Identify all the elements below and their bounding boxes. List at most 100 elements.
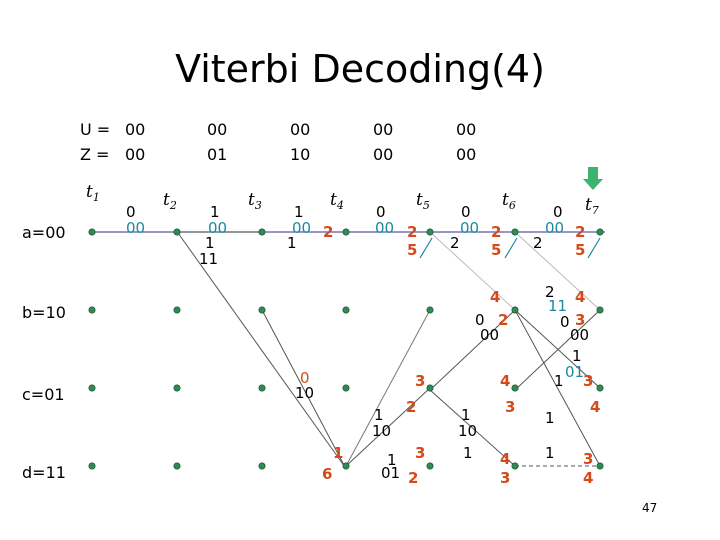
branch-line: [514, 309, 601, 389]
path-metric: 3: [583, 450, 593, 468]
z-value: 00: [373, 145, 393, 164]
branch-label: 10: [458, 422, 477, 440]
trellis-node: [342, 384, 350, 392]
branch-label: 11: [548, 297, 567, 315]
branch-line: [177, 232, 346, 468]
path-metric: 2: [498, 311, 508, 329]
trellis-node: [173, 462, 181, 470]
path-metric: 5: [575, 241, 585, 259]
trellis-node: [88, 462, 96, 470]
trellis-node: [426, 384, 434, 392]
time-label-t2: t2: [163, 190, 177, 212]
path-metric: 3: [505, 398, 515, 416]
page-number: 47: [642, 501, 657, 515]
branch-label: 1: [287, 234, 297, 252]
branch-label: 01: [381, 464, 400, 482]
discard-mark: [587, 237, 601, 259]
trellis-node: [342, 306, 350, 314]
branch-label: 0: [461, 203, 471, 221]
branch-line: [514, 309, 601, 391]
branch-line: [261, 309, 346, 468]
slide-title: Viterbi Decoding(4): [175, 47, 545, 91]
u-value: 00: [125, 120, 145, 139]
trellis-node: [258, 306, 266, 314]
u-value: 00: [207, 120, 227, 139]
current-time-arrow-icon: [583, 167, 603, 190]
trellis-node: [173, 384, 181, 392]
branch-label: 1: [461, 406, 471, 424]
branch-line: [344, 387, 431, 468]
time-label-t3: t3: [248, 190, 262, 212]
path-metric: 4: [500, 450, 510, 468]
u-value: 00: [373, 120, 393, 139]
branch-label: 1: [554, 372, 564, 390]
trellis-node: [258, 462, 266, 470]
branch-label: 2: [545, 283, 555, 301]
branch-label: 0: [560, 313, 570, 331]
branch-label: 00: [375, 219, 394, 237]
z-value: 00: [456, 145, 476, 164]
branch-label: 1: [205, 234, 215, 252]
branch-label: 1: [294, 203, 304, 221]
z-value: 01: [207, 145, 227, 164]
branch-label: 00: [208, 219, 227, 237]
trellis-nodes: [88, 228, 604, 470]
z-value: 10: [290, 145, 310, 164]
branch-label: 1: [572, 347, 582, 365]
branch-line: [429, 309, 516, 391]
time-label-t5: t5: [416, 190, 430, 212]
time-labels: t1 t2 t3 t4 t5 t6 t7: [86, 182, 599, 217]
branch-label: 0: [300, 369, 310, 387]
trellis-node: [596, 228, 604, 236]
path-metric: 6: [322, 465, 332, 483]
path-metric: 3: [583, 372, 593, 390]
time-label-t1: t1: [86, 182, 100, 204]
path-metric: 1: [333, 444, 343, 462]
path-metrics: 2 2 5 2 5 2 5 4 2 4 3 3 2 4 3 3 4 1 6 3 …: [322, 223, 600, 487]
discard-marks: [419, 237, 601, 259]
branch-label: 2: [450, 234, 460, 252]
time-label-t6: t6: [502, 190, 516, 212]
z-value: 00: [125, 145, 145, 164]
branch-label: 00: [545, 219, 564, 237]
trellis-node: [88, 306, 96, 314]
path-metric: 2: [408, 469, 418, 487]
time-label-t4: t4: [330, 190, 344, 212]
trellis-node: [511, 384, 519, 392]
state-label-c: c=01: [22, 385, 65, 404]
branch-line: [514, 309, 601, 467]
branch-label: 1: [463, 444, 473, 462]
trellis-node: [596, 462, 604, 470]
trellis-node: [511, 228, 519, 236]
time-label-t7: t7: [585, 195, 599, 217]
branch-label: 1: [545, 409, 555, 427]
trellis-branches: [177, 231, 601, 468]
trellis-node: [88, 228, 96, 236]
trellis-node: [426, 462, 434, 470]
path-metric: 2: [406, 398, 416, 416]
branch-label: 00: [126, 219, 145, 237]
branch-label: 00: [460, 219, 479, 237]
branch-label: 0: [553, 203, 563, 221]
branch-line: [345, 309, 431, 467]
trellis-node: [426, 228, 434, 236]
branch-label: 1: [374, 406, 384, 424]
path-metric: 3: [415, 372, 425, 390]
discard-mark: [504, 237, 518, 259]
trellis-node: [173, 228, 181, 236]
z-sequence-label: Z =: [80, 145, 109, 164]
trellis-node: [596, 306, 604, 314]
path-metric: 4: [583, 469, 593, 487]
branch-line: [429, 389, 516, 467]
branch-label: 00: [292, 219, 311, 237]
branch-label: 0: [376, 203, 386, 221]
path-metric: 3: [500, 469, 510, 487]
trellis-node: [88, 384, 96, 392]
path-metric: 2: [407, 223, 417, 241]
discard-mark: [419, 237, 433, 259]
trellis-node: [258, 228, 266, 236]
branch-line: [514, 231, 601, 311]
trellis-node: [258, 384, 266, 392]
path-metric: 2: [491, 223, 501, 241]
branch-label: 1: [210, 203, 220, 221]
